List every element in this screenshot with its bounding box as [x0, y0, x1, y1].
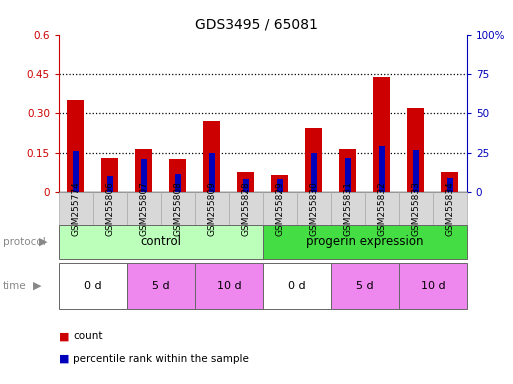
Text: GSM255831: GSM255831 — [343, 181, 352, 236]
Bar — [238, 172, 254, 192]
Bar — [141, 159, 147, 192]
Text: ▶: ▶ — [33, 281, 41, 291]
Text: ■: ■ — [59, 331, 69, 341]
Bar — [413, 150, 419, 192]
Text: control: control — [141, 235, 182, 248]
Bar — [447, 177, 453, 192]
Bar — [407, 108, 424, 192]
Bar — [345, 158, 351, 192]
Text: time: time — [3, 281, 26, 291]
Text: protocol: protocol — [3, 237, 45, 247]
Bar — [271, 175, 288, 192]
Bar — [441, 172, 458, 192]
Text: ■: ■ — [59, 354, 69, 364]
Text: count: count — [73, 331, 103, 341]
Text: 5 d: 5 d — [356, 281, 373, 291]
Text: GSM255830: GSM255830 — [309, 181, 319, 236]
Text: GSM255829: GSM255829 — [275, 181, 284, 236]
Text: 5 d: 5 d — [152, 281, 170, 291]
Text: GSM255807: GSM255807 — [140, 181, 148, 236]
Text: ▶: ▶ — [40, 237, 48, 247]
Bar — [209, 153, 215, 192]
Text: GSM255774: GSM255774 — [71, 181, 81, 236]
Text: progerin expression: progerin expression — [306, 235, 424, 248]
Bar — [107, 176, 113, 192]
Text: GDS3495 / 65081: GDS3495 / 65081 — [195, 17, 318, 31]
Bar — [169, 159, 186, 192]
Text: GSM255806: GSM255806 — [106, 181, 114, 236]
Bar — [305, 128, 322, 192]
Text: 0 d: 0 d — [84, 281, 102, 291]
Bar — [175, 174, 181, 192]
Bar — [135, 149, 152, 192]
Text: GSM255833: GSM255833 — [411, 181, 420, 236]
Text: 10 d: 10 d — [216, 281, 241, 291]
Text: 0 d: 0 d — [288, 281, 306, 291]
Bar — [73, 151, 79, 192]
Bar — [204, 121, 221, 192]
Bar — [68, 100, 85, 192]
Bar — [243, 179, 249, 192]
Bar — [277, 179, 283, 192]
Text: 10 d: 10 d — [421, 281, 445, 291]
Text: percentile rank within the sample: percentile rank within the sample — [73, 354, 249, 364]
Text: GSM255808: GSM255808 — [173, 181, 183, 236]
Text: GSM255834: GSM255834 — [445, 181, 455, 236]
Text: GSM255828: GSM255828 — [242, 181, 250, 236]
Bar — [379, 146, 385, 192]
Text: GSM255832: GSM255832 — [378, 181, 386, 236]
Bar — [340, 149, 357, 192]
Bar — [311, 153, 317, 192]
Text: GSM255809: GSM255809 — [207, 181, 216, 236]
Bar — [373, 76, 390, 192]
Bar — [102, 158, 119, 192]
